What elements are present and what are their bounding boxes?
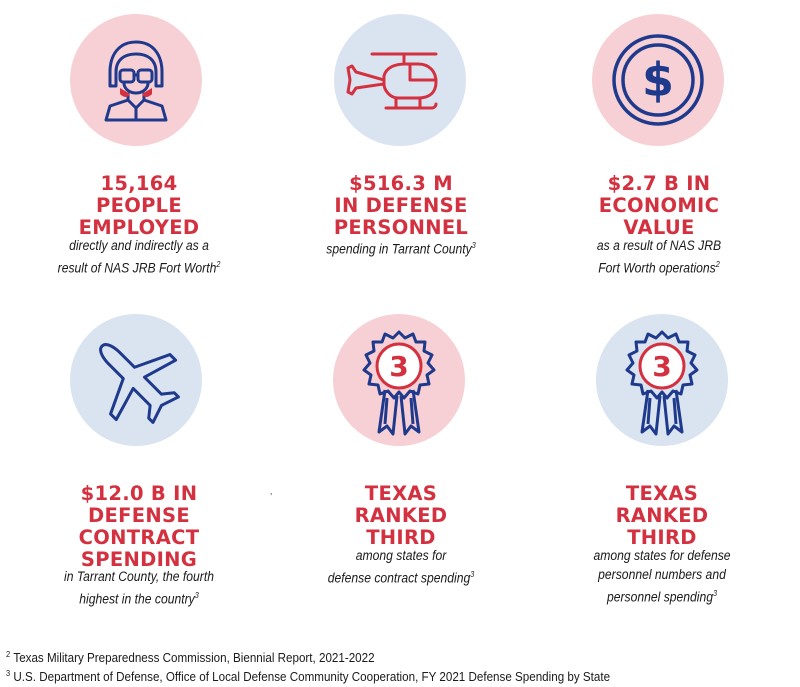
pilot-icon — [104, 40, 168, 122]
stat-line: PEOPLE — [95, 194, 183, 217]
desc-line: among states for — [355, 548, 447, 563]
footnote-text: U.S. Department of Defense, Office of Lo… — [13, 670, 611, 685]
desc-line: personnel spending — [606, 589, 714, 605]
desc-line: directly and indirectly as a — [69, 238, 209, 253]
circle-dollar: $ — [592, 14, 724, 146]
desc-line: among states for defense — [593, 548, 731, 563]
stat-line: DEFENSE — [88, 504, 190, 527]
footnote-2: 2 Texas Military Preparedness Commission… — [6, 650, 375, 665]
stat-line: $12.0 B IN — [80, 482, 198, 505]
stat-employed: 15,164 PEOPLE EMPLOYED — [9, 173, 269, 239]
footnote-ref: 2 — [715, 260, 720, 269]
desc-ranked-personnel: among states for defense personnel numbe… — [545, 546, 779, 607]
stray-mark: ’ — [270, 492, 273, 503]
stat-line: RANKED — [354, 504, 448, 527]
stat-line: IN DEFENSE — [334, 194, 468, 217]
stat-contract: $12.0 B IN DEFENSE CONTRACT SPENDING — [9, 483, 269, 571]
stat-line: TEXAS — [625, 482, 699, 505]
helicopter-icon — [346, 52, 438, 110]
footnote-ref: 2 — [216, 260, 221, 269]
circle-pilot — [70, 14, 202, 146]
stat-line: PERSONNEL — [333, 216, 469, 239]
circle-airplane — [70, 314, 202, 446]
stat-line: $516.3 M — [349, 172, 453, 195]
stat-line: SPENDING — [80, 548, 198, 571]
footnote-ref: 3 — [470, 570, 475, 579]
desc-line: highest in the country — [79, 591, 195, 607]
footnote-text: Texas Military Preparedness Commission, … — [13, 651, 375, 666]
stat-line: RANKED — [615, 504, 709, 527]
footnote-number: 2 — [6, 650, 11, 659]
desc-ranked-contract: among states for defense contract spendi… — [284, 546, 518, 588]
stat-line: VALUE — [623, 216, 695, 239]
stat-personnel: $516.3 M IN DEFENSE PERSONNEL — [271, 173, 531, 239]
stat-line: TEXAS — [364, 482, 438, 505]
desc-employed: directly and indirectly as a result of N… — [22, 236, 256, 278]
footnote-number: 3 — [6, 669, 11, 678]
stat-line: THIRD — [627, 526, 697, 549]
desc-line: result of NAS JRB Fort Worth — [57, 260, 217, 276]
footnote-3: 3 U.S. Department of Defense, Office of … — [6, 669, 610, 684]
desc-line: in Tarrant County, the fourth — [64, 569, 214, 584]
stat-economic: $2.7 B IN ECONOMIC VALUE — [529, 173, 789, 239]
stat-ranked-contract: TEXAS RANKED THIRD — [271, 483, 531, 549]
stat-line: ECONOMIC — [598, 194, 720, 217]
circle-helicopter — [334, 14, 466, 146]
award-number: 3 — [652, 350, 671, 383]
desc-personnel: spending in Tarrant County3 — [284, 236, 518, 259]
desc-economic: as a result of NAS JRB Fort Worth operat… — [542, 236, 776, 278]
ribbon-award-icon: 3 — [362, 330, 436, 436]
desc-line: spending in Tarrant County — [326, 241, 472, 257]
footnote-ref: 3 — [471, 241, 476, 250]
stat-line: 15,164 — [100, 172, 178, 195]
desc-line: as a result of NAS JRB — [596, 238, 722, 253]
stat-line: $2.7 B IN — [607, 172, 711, 195]
desc-contract: in Tarrant County, the fourth highest in… — [22, 567, 256, 609]
dollar-coin-icon: $ — [612, 34, 704, 126]
stat-line: EMPLOYED — [78, 216, 200, 239]
desc-line: personnel numbers and — [598, 567, 726, 582]
stat-line: CONTRACT — [78, 526, 200, 549]
desc-line: Fort Worth operations — [598, 260, 716, 276]
airplane-icon — [99, 343, 180, 424]
svg-text:$: $ — [642, 53, 674, 107]
circle-award-1: 3 — [333, 314, 465, 446]
footnote-ref: 3 — [194, 591, 199, 600]
stat-line: THIRD — [366, 526, 436, 549]
award-number: 3 — [389, 350, 408, 383]
ribbon-award-icon: 3 — [625, 330, 699, 436]
desc-line: defense contract spending — [327, 570, 471, 586]
circle-award-2: 3 — [596, 314, 728, 446]
footnote-ref: 3 — [713, 589, 718, 598]
stat-ranked-personnel: TEXAS RANKED THIRD — [532, 483, 792, 549]
